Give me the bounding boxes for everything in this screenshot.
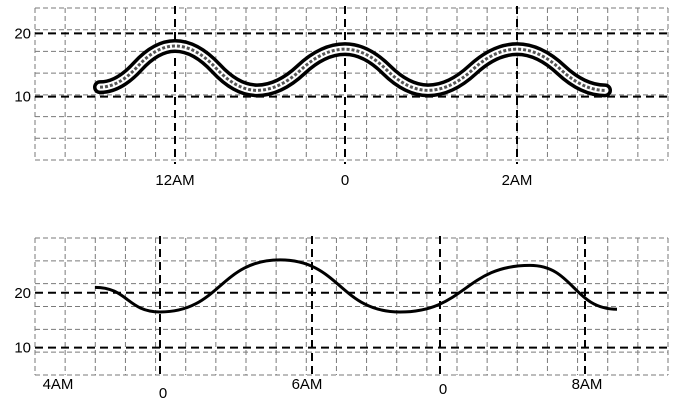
upper-chart-ticks: 20 10 12AM 0 2AM [14,25,532,189]
lower-chart-grid [34,236,669,379]
upper-chart-series [93,39,612,98]
x-tick-label: 8AM [572,376,603,393]
upper-chart: 20 10 12AM 0 2AM [14,6,669,189]
x-tick-label: 4AM [43,376,74,393]
x-tick-label: 2AM [502,172,533,189]
lower-chart: 20 10 4AM 0 6AM 0 8AM [14,236,669,402]
series-line [94,258,618,314]
y-tick-label: 10 [14,89,31,106]
y-tick-label: 20 [14,25,31,42]
series-line [99,44,606,92]
y-tick-label: 10 [14,340,31,357]
x-tick-label: 6AM [292,376,323,393]
lower-chart-ticks: 20 10 4AM 0 6AM 0 8AM [14,285,602,402]
lower-chart-series [94,258,618,314]
x-tick-label: 0 [439,381,447,398]
x-tick-label: 0 [341,172,349,189]
y-tick-label: 20 [14,285,31,302]
x-tick-label: 0 [159,385,167,402]
x-tick-label: 12AM [155,172,194,189]
